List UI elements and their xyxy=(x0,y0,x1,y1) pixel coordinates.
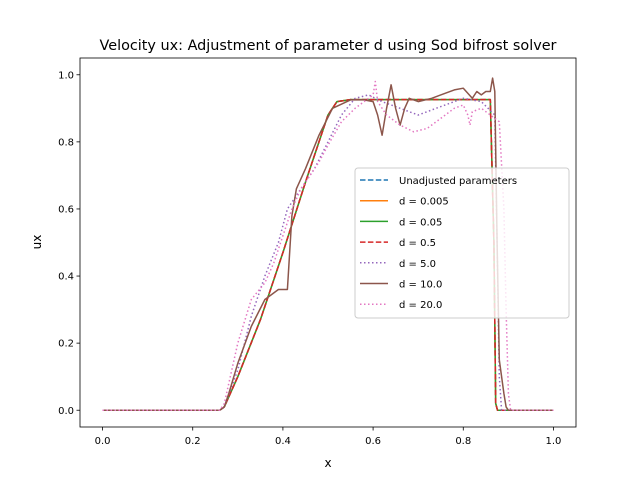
legend-box xyxy=(354,167,570,319)
series-line-7 xyxy=(102,80,554,411)
y-tick-label: 1.0 xyxy=(58,70,74,81)
legend-label: d = 5.0 xyxy=(399,259,436,270)
y-tick-label: 0.0 xyxy=(58,406,74,417)
y-axis: 0.0 0.2 0.4 0.6 0.8 1.0 xyxy=(58,70,80,417)
axes-frame xyxy=(79,57,577,428)
y-tick-label: 0.8 xyxy=(58,137,74,148)
x-axis: 0.0 0.2 0.4 0.6 0.8 1.0 xyxy=(95,427,562,447)
x-tick-label: 0.4 xyxy=(275,436,291,447)
y-tick-label: 0.6 xyxy=(58,205,74,216)
y-axis-label: ux xyxy=(30,235,44,250)
x-tick-label: 0.6 xyxy=(365,436,381,447)
x-tick-label: 0.2 xyxy=(185,436,201,447)
series-line-5 xyxy=(102,94,554,411)
x-axis-label: x xyxy=(324,456,331,470)
chart-title: Velocity ux: Adjustment of parameter d u… xyxy=(100,38,557,54)
series-line-6 xyxy=(102,77,554,411)
series-line-4 xyxy=(102,98,554,411)
x-tick-label: 0.8 xyxy=(455,436,471,447)
legend-label: d = 10.0 xyxy=(399,280,442,291)
y-tick-label: 0.2 xyxy=(58,339,74,350)
legend-label: d = 0.005 xyxy=(399,197,449,208)
y-tick-label: 0.4 xyxy=(58,272,74,283)
legend-label: d = 20.0 xyxy=(399,300,442,311)
legend: Unadjusted parameters d = 0.005 d = 0.05 d … xyxy=(354,167,570,319)
legend-label: d = 0.05 xyxy=(399,217,442,228)
x-tick-label: 0.0 xyxy=(95,436,111,447)
legend-label: d = 0.5 xyxy=(399,238,436,249)
legend-label: Unadjusted parameters xyxy=(399,176,517,187)
x-tick-label: 1.0 xyxy=(546,436,562,447)
plot-lines xyxy=(102,77,554,411)
